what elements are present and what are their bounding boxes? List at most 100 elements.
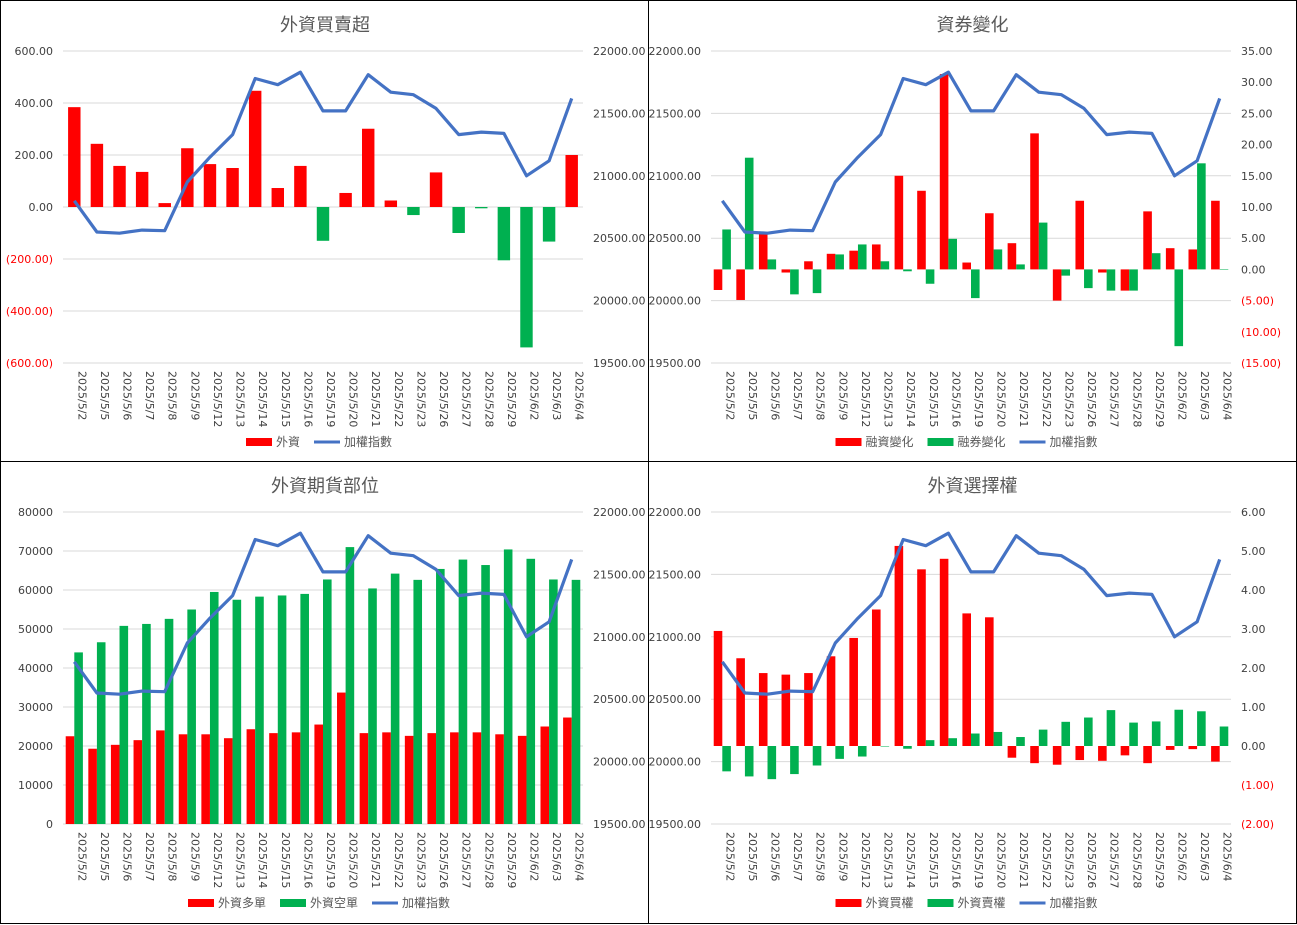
- bar-外資空單: [503, 549, 513, 824]
- bar-外資買權: [781, 674, 791, 746]
- x-tick-label: 2025/5/27: [460, 832, 473, 888]
- bar-外資空單: [390, 573, 400, 824]
- bar-外資空單: [571, 579, 581, 824]
- x-tick-label: 2025/5/19: [972, 371, 985, 427]
- bar-外資: [113, 165, 126, 207]
- bar-外資多單: [156, 730, 165, 824]
- bar-外資多單: [472, 732, 482, 824]
- legend-label: 外資多單: [218, 896, 266, 910]
- bar-外資買權: [1143, 746, 1152, 764]
- right-tick-label: 21500.00: [593, 107, 646, 120]
- x-tick-label: 2025/5/21: [369, 832, 382, 888]
- bar-外資賣權: [722, 746, 731, 772]
- bar-外資多單: [450, 732, 459, 824]
- chart-canvas: 19500.00 20000.00 20500.00 21000.00 21500.00…: [649, 506, 1274, 910]
- bar-融資變化: [894, 175, 904, 270]
- bar-外資空單: [345, 547, 355, 824]
- bar-外資: [542, 207, 556, 242]
- x-tick-label: 2025/6/2: [1175, 832, 1188, 881]
- x-tick-label: 2025/5/2: [723, 371, 736, 420]
- bar-融券變化: [835, 254, 844, 270]
- left-tick-label: 50000: [18, 623, 53, 636]
- chart-canvas: 19500.00 20000.00 20500.00 21000.00 21500.00…: [649, 45, 1281, 449]
- bar-外資多單: [427, 733, 437, 824]
- x-tick-label: 2025/6/4: [573, 371, 586, 420]
- x-tick-label: 2025/6/2: [527, 371, 540, 420]
- x-tick-label: 2025/5/12: [859, 832, 872, 888]
- bar-外資: [271, 188, 284, 207]
- margin-short-change-chart: 資券變化 19500.00 20000.00 20500.00 21000.00 215…: [648, 0, 1297, 463]
- right-tick-label: 21000.00: [593, 170, 646, 183]
- line-加權指數: [721, 531, 1222, 696]
- bar-外資買權: [804, 673, 813, 746]
- x-tick-label: 2025/5/12: [859, 371, 872, 427]
- left-tick-label: 0.00: [29, 201, 54, 214]
- x-tick-label: 2025/5/20: [347, 371, 360, 427]
- bar-外資多單: [88, 748, 97, 824]
- x-tick-label: 2025/5/5: [98, 371, 111, 420]
- left-tick-label: 20000.00: [649, 756, 701, 769]
- bar-外資買權: [1120, 746, 1130, 756]
- bar-外資買權: [871, 609, 881, 746]
- bar-外資賣權: [1219, 726, 1229, 746]
- x-tick-label: 2025/6/2: [527, 832, 540, 881]
- right-tick-label: 30.00: [1241, 76, 1273, 89]
- bar-融券變化: [1106, 269, 1116, 291]
- left-tick-label: 22000.00: [649, 506, 701, 519]
- left-tick-label: 20000: [18, 740, 53, 753]
- gridlines: [711, 50, 1231, 364]
- bars: [713, 545, 1229, 780]
- x-tick-label: 2025/5/6: [121, 832, 134, 881]
- bar-外資: [339, 192, 352, 207]
- right-axis: 19500.00 20000.00 20500.00 21000.00 21500.00…: [593, 506, 646, 831]
- x-tick-label: 2025/5/21: [369, 371, 382, 427]
- bar-融資變化: [1052, 269, 1062, 301]
- bar-融資變化: [917, 190, 926, 270]
- bar-融券變化: [1038, 222, 1048, 270]
- x-tick-label: 2025/5/28: [1130, 371, 1143, 427]
- x-tick-label: 2025/6/4: [1221, 371, 1234, 420]
- x-tick-label: 2025/5/29: [1153, 371, 1166, 427]
- bar-融資變化: [1007, 243, 1017, 270]
- legend: 外資買權 外資賣權 加權指數: [835, 895, 1098, 910]
- right-tick-label: (5.00): [1241, 295, 1274, 308]
- bar-融券變化: [1129, 269, 1138, 291]
- bar-融資變化: [1030, 133, 1039, 270]
- bar-融券變化: [1084, 269, 1093, 289]
- bar-融資變化: [1120, 269, 1130, 291]
- right-tick-label: 25.00: [1241, 107, 1273, 120]
- chart-title: 外資選擇權: [927, 476, 1018, 497]
- x-tick-label: 2025/5/15: [279, 832, 292, 888]
- bars: [65, 547, 581, 824]
- bar-外資買權: [713, 630, 723, 746]
- legend: 外資多單 外資空單 加權指數: [188, 895, 450, 910]
- bar-外資空單: [119, 625, 129, 824]
- left-tick-label: 20000.00: [649, 295, 701, 308]
- bar-外資賣權: [1038, 729, 1048, 746]
- bar-外資空單: [96, 642, 106, 824]
- line-加權指數: [73, 531, 574, 696]
- bar-外資空單: [458, 559, 468, 824]
- x-tick-label: 2025/5/12: [211, 832, 224, 888]
- right-tick-label: 22000.00: [593, 506, 646, 519]
- bar-外資買權: [1052, 746, 1062, 765]
- x-tick-label: 2025/5/19: [972, 832, 985, 888]
- bar-外資買權: [894, 545, 904, 746]
- left-tick-label: 0: [46, 818, 53, 831]
- bar-外資多單: [382, 732, 391, 824]
- bar-融券變化: [744, 157, 754, 270]
- bar-外資空單: [526, 558, 536, 824]
- x-tick-label: 2025/5/16: [301, 371, 314, 427]
- bar-融資變化: [1143, 211, 1152, 270]
- bar-外資空單: [142, 623, 151, 824]
- bar-外資買權: [1007, 746, 1017, 758]
- chart-title: 外資買賣超: [280, 15, 370, 36]
- legend: 融資變化 融券變化 加權指數: [835, 434, 1098, 449]
- left-tick-label: 60000: [18, 584, 53, 597]
- bar-外資買權: [1075, 746, 1085, 761]
- x-tick-label: 2025/5/8: [814, 371, 827, 420]
- bar-融券變化: [722, 229, 731, 270]
- bar-外資買權: [985, 617, 994, 746]
- legend-label: 加權指數: [1050, 895, 1098, 910]
- bar-外資買權: [939, 558, 949, 746]
